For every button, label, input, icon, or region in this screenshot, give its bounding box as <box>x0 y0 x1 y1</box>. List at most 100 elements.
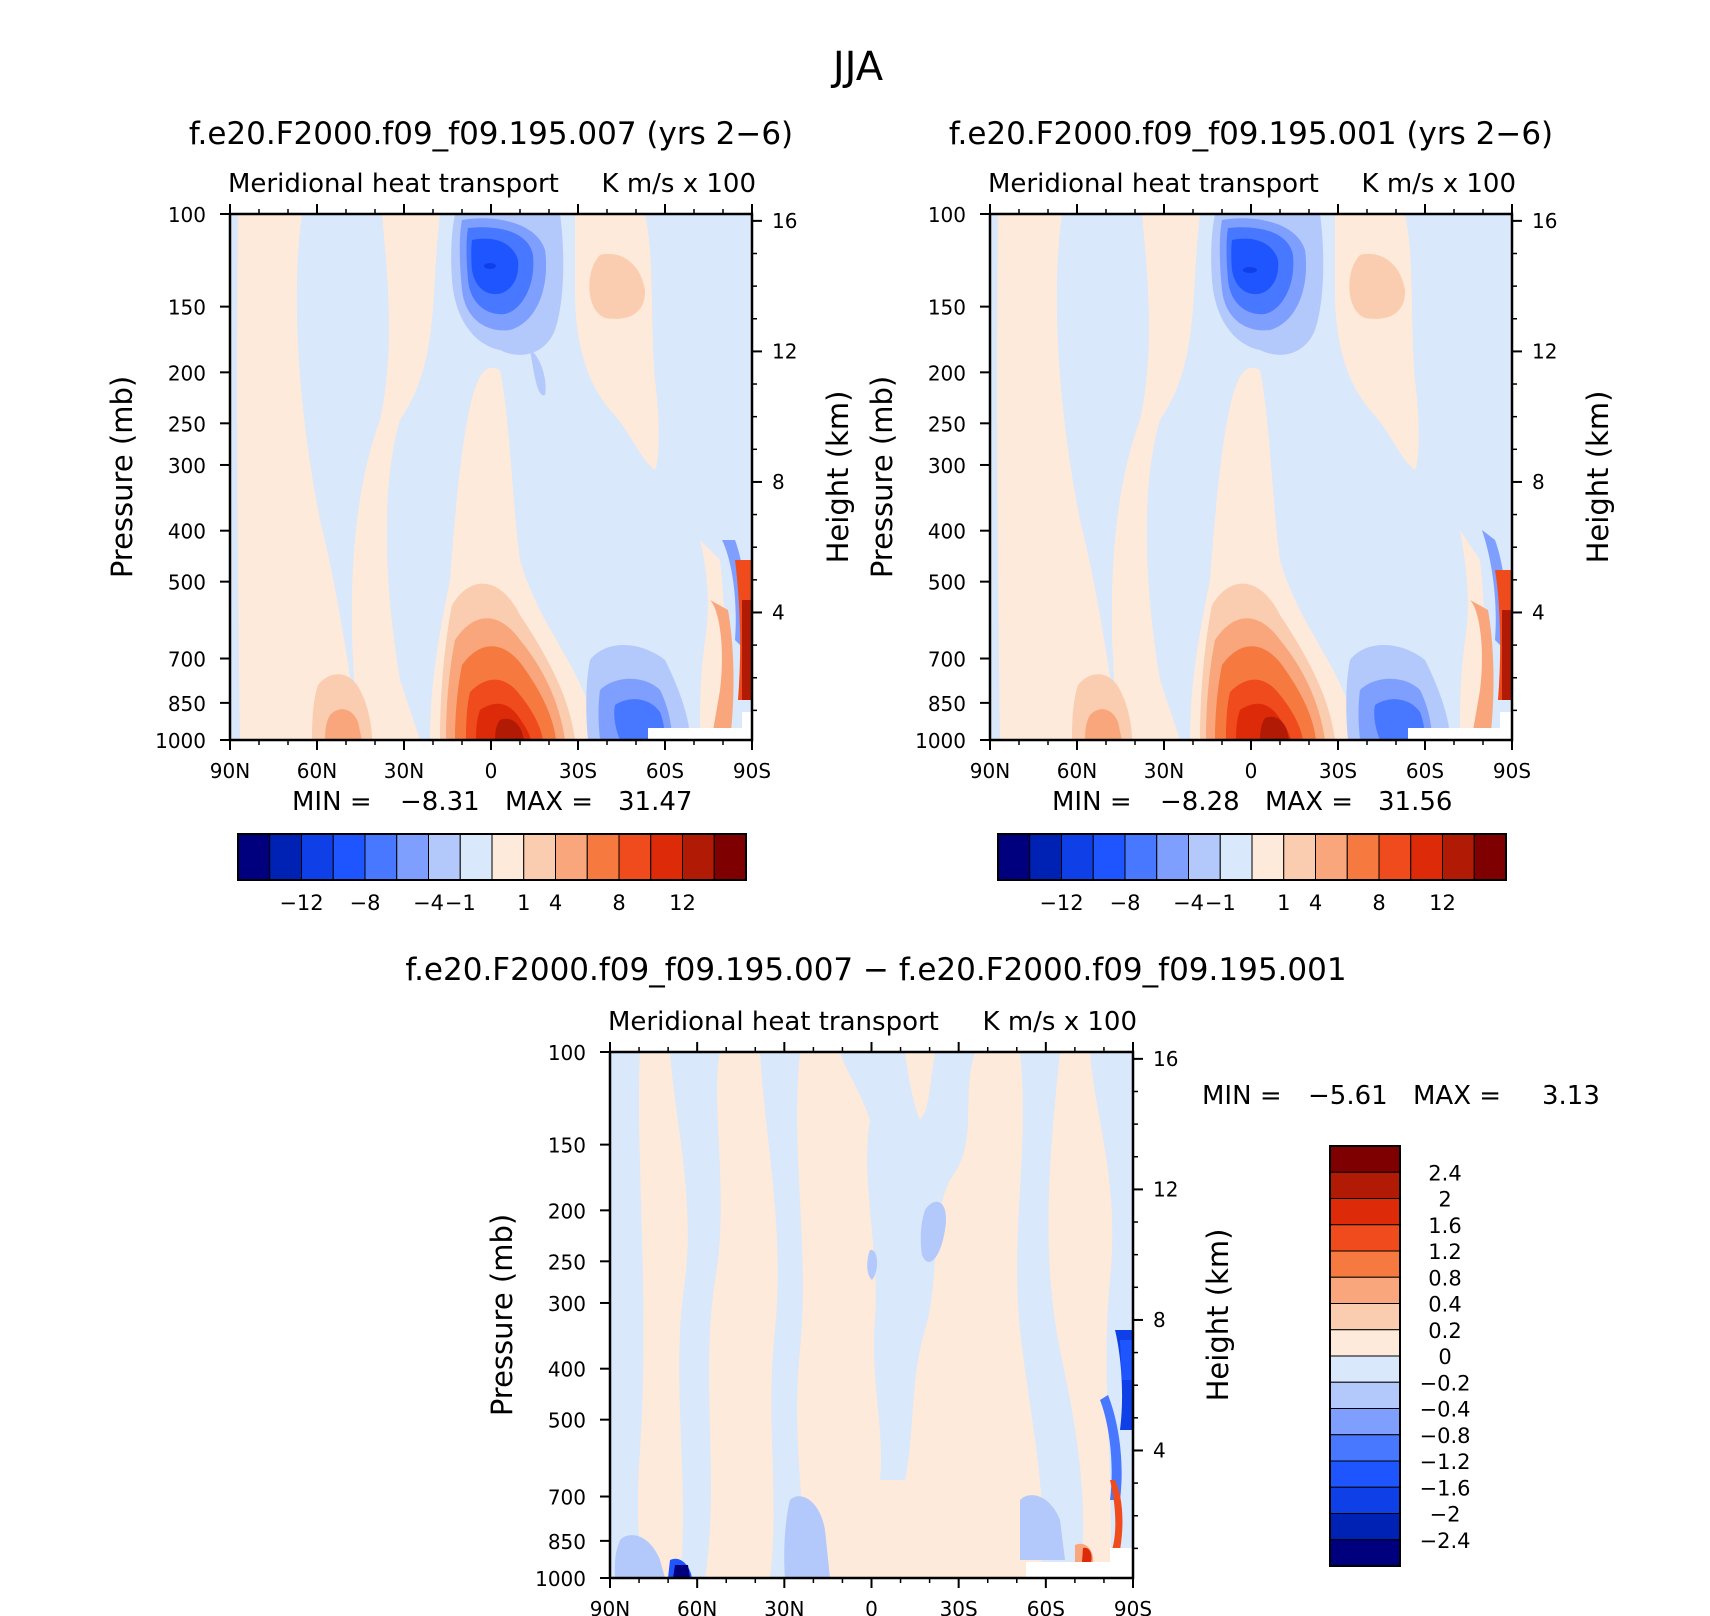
colorbar-swatch <box>237 833 271 881</box>
colorbar-swatch <box>997 833 1031 881</box>
panel-2-y2label: Height (km) <box>1581 391 1615 564</box>
panel-2: f.e20.F2000.f09_f09.195.001 (yrs 2−6) Me… <box>865 116 1615 915</box>
height-tick-label: 12 <box>1153 1177 1178 1201</box>
panel-1-min-value: −8.31 <box>400 787 480 817</box>
pressure-tick-label: 300 <box>928 454 966 478</box>
colorbar-swatch <box>1188 833 1221 881</box>
lat-tick-label: 30S <box>559 759 597 783</box>
colorbar-swatch <box>1329 1513 1401 1541</box>
colorbar-swatch <box>1092 833 1126 881</box>
panel-2-right-label: K m/s x 100 <box>1362 169 1517 199</box>
colorbar-swatch <box>1329 1408 1401 1436</box>
lat-tick-label: 90N <box>590 1597 630 1616</box>
colorbar-label: −4 <box>1173 891 1204 915</box>
panel-1-ylabel: Pressure (mb) <box>105 376 139 578</box>
pressure-tick-label: 300 <box>548 1292 586 1316</box>
panel-3-y2label: Height (km) <box>1201 1229 1235 1402</box>
colorbar-label: 1.2 <box>1428 1240 1461 1264</box>
panel-3-contour-field <box>610 1052 1133 1578</box>
colorbar-swatch <box>459 833 493 881</box>
colorbar-frame <box>237 833 747 881</box>
colorbar-swatch <box>1329 1171 1401 1199</box>
panel-3-latitude-axis: 90N 60N 30N 0 30S 60S 90S <box>590 1042 1152 1616</box>
panel-3-min-label: MIN = <box>1202 1081 1282 1111</box>
pressure-tick-label: 200 <box>548 1199 586 1223</box>
pressure-tick-label: 200 <box>168 361 206 385</box>
colorbar-swatch <box>1329 1355 1401 1383</box>
panel-1-y2label: Height (km) <box>821 391 855 564</box>
height-tick-label: 8 <box>1153 1308 1166 1332</box>
height-tick-label: 12 <box>1532 339 1557 363</box>
colorbar-swatch <box>1329 1250 1401 1278</box>
lat-tick-label: 30S <box>940 1597 978 1616</box>
colorbar-label: −12 <box>279 891 323 915</box>
colorbar-label: 1.6 <box>1428 1214 1461 1238</box>
colorbar-swatch <box>396 833 429 881</box>
colorbar-swatch <box>1378 833 1412 881</box>
lat-tick-label: 90S <box>1114 1597 1152 1616</box>
pressure-tick-label: 500 <box>548 1409 586 1433</box>
colorbar-label: 4 <box>549 891 562 915</box>
colorbar-label: 8 <box>612 891 625 915</box>
lat-tick-label: 90N <box>970 759 1010 783</box>
pressure-tick-label: 200 <box>928 361 966 385</box>
lat-tick-label: 60N <box>297 759 337 783</box>
lat-tick-label: 60S <box>1027 1597 1065 1616</box>
height-tick-label: 4 <box>1532 600 1545 624</box>
colorbar-swatch <box>1061 833 1094 881</box>
lat-tick-label: 30N <box>384 759 424 783</box>
colorbar-swatch <box>1329 1329 1401 1357</box>
colorbar-label: −8 <box>1110 891 1141 915</box>
height-tick-label: 12 <box>772 339 797 363</box>
colorbar-label: 12 <box>1429 891 1456 915</box>
panel-2-left-label: Meridional heat transport <box>988 169 1319 199</box>
pressure-tick-label: 400 <box>168 520 206 544</box>
colorbar-swatch <box>618 833 652 881</box>
colorbar-swatch <box>491 833 525 881</box>
colorbar-label: −12 <box>1039 891 1083 915</box>
colorbar-swatch <box>1124 833 1158 881</box>
colorbar-swatch <box>1329 1145 1401 1173</box>
colorbar-swatch <box>1029 833 1062 881</box>
pressure-tick-label: 1000 <box>915 729 966 753</box>
panel-3: f.e20.F2000.f09_f09.195.007 − f.e20.F200… <box>405 952 1599 1616</box>
colorbar-swatch <box>1329 1198 1401 1226</box>
colorbar-swatch <box>1442 833 1475 881</box>
colorbar-swatch <box>682 833 715 881</box>
colorbar-frame <box>1329 1145 1401 1567</box>
lat-tick-label: 60S <box>646 759 684 783</box>
pressure-tick-label: 150 <box>548 1134 586 1158</box>
height-tick-label: 16 <box>1532 209 1557 233</box>
colorbar-swatch <box>1156 833 1189 881</box>
colorbar-swatch <box>301 833 334 881</box>
lat-tick-label: 90S <box>1493 759 1531 783</box>
pressure-tick-label: 250 <box>928 412 966 436</box>
colorbar-swatch <box>269 833 302 881</box>
colorbar-swatch <box>1410 833 1443 881</box>
panel-1-contour-field <box>230 214 752 740</box>
colorbar-label: 1 <box>1277 891 1290 915</box>
height-tick-label: 16 <box>1153 1047 1178 1071</box>
colorbar-swatch <box>1283 833 1316 881</box>
panel-1-pressure-axis: 100 150 200 250 300 400 500 700 850 1000 <box>155 203 230 753</box>
colorbar-frame <box>997 833 1507 881</box>
colorbar-label: 1 <box>517 891 530 915</box>
pressure-tick-label: 150 <box>168 296 206 320</box>
pressure-tick-label: 850 <box>928 692 966 716</box>
pressure-tick-label: 400 <box>928 520 966 544</box>
pressure-tick-label: 700 <box>168 648 206 672</box>
panel-3-min-value: −5.61 <box>1308 1081 1388 1111</box>
panel-1: f.e20.F2000.f09_f09.195.007 (yrs 2−6) Me… <box>105 116 855 915</box>
lat-tick-label: 30S <box>1319 759 1357 783</box>
colorbar-label: 4 <box>1309 891 1322 915</box>
pressure-tick-label: 1000 <box>535 1567 586 1591</box>
panel-1-right-label: K m/s x 100 <box>602 169 757 199</box>
colorbar-label: −0.8 <box>1420 1424 1471 1448</box>
lat-tick-label: 30N <box>764 1597 804 1616</box>
panel-1-max-label: MAX = <box>505 787 593 817</box>
lat-tick-label: 30N <box>1144 759 1184 783</box>
colorbar-swatch <box>1251 833 1285 881</box>
colorbar-swatch <box>713 833 747 881</box>
panel-3-colorbar: 2.4 21.61.20.8 0.40.20−0.2 −0.4−0.8−1.2−1.6… <box>1329 1145 1471 1567</box>
